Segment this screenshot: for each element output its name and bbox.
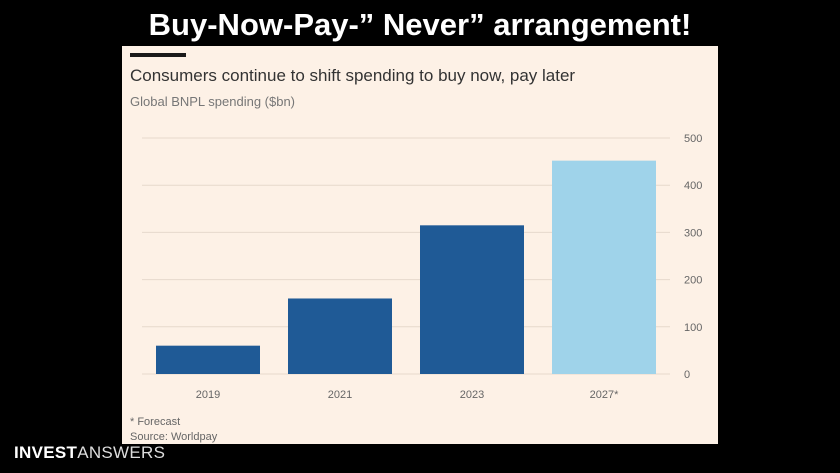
y-tick-label: 0 — [684, 369, 690, 381]
x-tick-label: 2019 — [196, 389, 220, 401]
x-tick-label: 2023 — [460, 389, 484, 401]
y-tick-label: 200 — [684, 275, 702, 287]
x-tick-label: 2027* — [590, 389, 619, 401]
chart-source: Source: Worldpay — [130, 431, 218, 443]
y-tick-label: 100 — [684, 322, 702, 334]
bar — [420, 225, 524, 374]
y-tick-label: 500 — [684, 133, 702, 145]
chart-title: Consumers continue to shift spending to … — [130, 66, 576, 85]
bar — [552, 160, 656, 374]
bar — [156, 345, 260, 374]
bar-chart: 0 100 200 300 400 500 2019 2021 2023 2027* — [142, 133, 702, 401]
logo-strong-text: INVEST — [14, 443, 78, 462]
title-accent-bar — [130, 53, 186, 57]
logo-light-text: ANSWERS — [77, 443, 166, 462]
y-tick-label: 300 — [684, 227, 702, 239]
chart-subtitle: Global BNPL spending ($bn) — [130, 94, 296, 109]
investanswers-logo: INVESTANSWERS — [14, 443, 165, 463]
chart-footnote: * Forecast — [130, 416, 181, 428]
chart-panel: Consumers continue to shift spending to … — [122, 46, 718, 444]
y-tick-label: 400 — [684, 180, 702, 192]
bar — [288, 298, 392, 374]
x-tick-label: 2021 — [328, 389, 352, 401]
slide-headline: Buy-Now-Pay-” Never” arrangement! — [148, 7, 692, 42]
